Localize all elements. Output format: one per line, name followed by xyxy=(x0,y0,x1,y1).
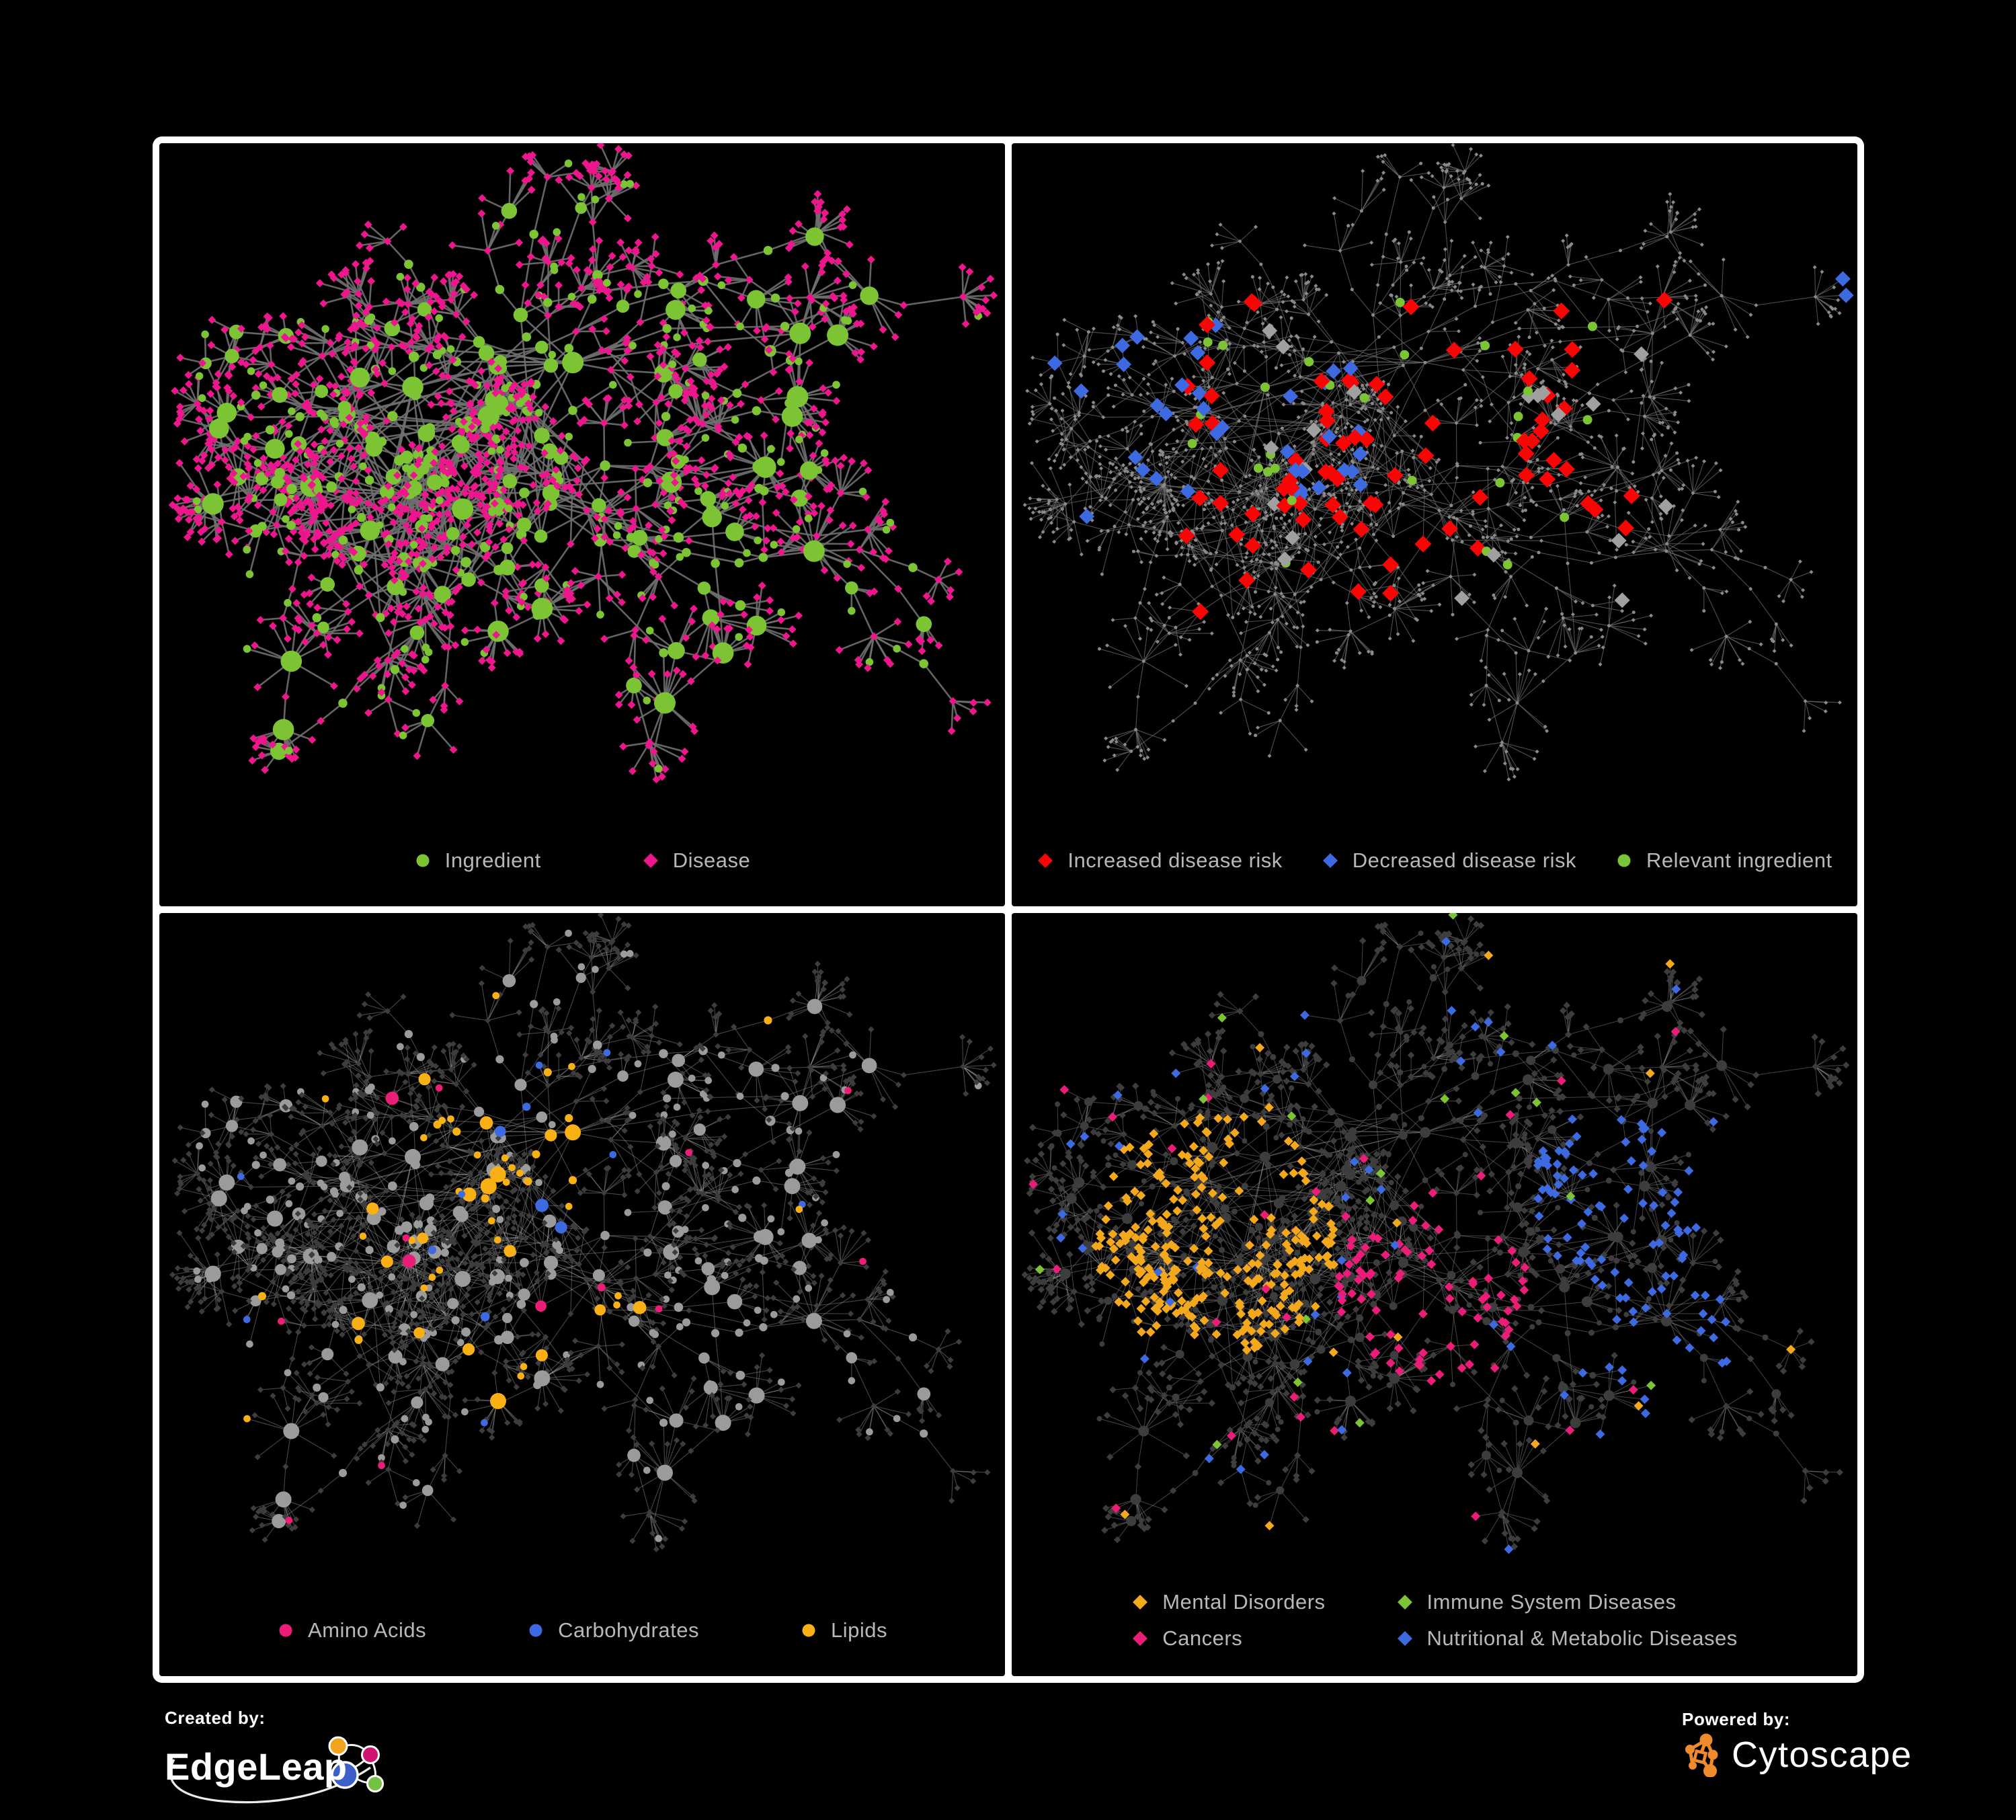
legend-item: Amino Acids xyxy=(277,1618,426,1643)
legend-circle-marker xyxy=(529,1624,542,1637)
powered-by-label: Powered by: xyxy=(1682,1709,1791,1729)
legend-item: Cancers xyxy=(1131,1626,1325,1651)
panel-nutrient-classes: Amino Acids Carbohydrates Lipids xyxy=(159,913,1005,1676)
legend-diamond-marker xyxy=(1322,853,1338,868)
created-by-block: Created by: EdgeLeap xyxy=(165,1708,407,1811)
legend-label: Lipids xyxy=(830,1618,887,1642)
legend-disease-classes: Mental Disorders Immune System Diseases Ca… xyxy=(1012,1590,1857,1651)
legend-label: Mental Disorders xyxy=(1162,1590,1326,1614)
legend-item: Carbohydrates xyxy=(527,1618,699,1643)
legend-item: Increased disease risk xyxy=(1037,848,1282,873)
cytoscape-icon xyxy=(1685,1733,1718,1777)
legend-label: Cancers xyxy=(1162,1626,1243,1650)
legend-label: Nutritional & Metabolic Diseases xyxy=(1426,1626,1738,1650)
panel-disease-risk: Increased disease risk Decreased disease … xyxy=(1012,143,1857,906)
legend-label: Immune System Diseases xyxy=(1426,1590,1677,1614)
legend-label: Increased disease risk xyxy=(1067,848,1283,872)
legend-label: Ingredient xyxy=(444,848,541,872)
legend-circle-marker xyxy=(1617,854,1631,867)
legend-ingredient-disease: Ingredient Disease xyxy=(159,848,1005,873)
legend-item: Nutritional & Metabolic Diseases xyxy=(1396,1626,1738,1651)
network-panels-grid: Ingredient Disease Increased disease risk… xyxy=(153,136,1864,1683)
legend-label: Amino Acids xyxy=(308,1618,427,1642)
legend-diamond-marker xyxy=(1133,1631,1148,1646)
legend-label: Decreased disease risk xyxy=(1352,848,1576,872)
legend-nutrient-classes: Amino Acids Carbohydrates Lipids xyxy=(159,1618,1005,1643)
legend-label: Carbohydrates xyxy=(558,1618,699,1642)
cytoscape-wordmark: Cytoscape xyxy=(1732,1735,1912,1775)
created-by-label: Created by: xyxy=(165,1708,266,1728)
legend-item: Decreased disease risk xyxy=(1322,848,1576,873)
legend-item: Immune System Diseases xyxy=(1396,1590,1738,1614)
legend-diamond-marker xyxy=(643,853,658,868)
legend-item: Ingredient xyxy=(414,848,541,873)
edgeleap-logo: EdgeLeap xyxy=(165,1730,407,1811)
legend-item: Lipids xyxy=(800,1618,887,1643)
panel-ingredient-disease: Ingredient Disease xyxy=(159,143,1005,906)
network-graph-ingredient-disease xyxy=(159,143,1005,906)
edgeleap-wordmark: EdgeLeap xyxy=(165,1745,348,1788)
legend-diamond-marker xyxy=(1397,1631,1412,1646)
edgeleap-swoosh xyxy=(169,1759,371,1804)
legend-label: Disease xyxy=(672,848,751,872)
legend-label: Relevant ingredient xyxy=(1646,848,1832,872)
legend-diamond-marker xyxy=(1397,1595,1412,1610)
legend-diamond-marker xyxy=(1133,1595,1148,1610)
legend-circle-marker xyxy=(279,1624,292,1637)
network-graph-disease-risk xyxy=(1012,143,1857,906)
legend-diamond-marker xyxy=(1038,853,1053,868)
legend-item: Relevant ingredient xyxy=(1615,848,1832,873)
legend-disease-risk: Increased disease risk Decreased disease … xyxy=(1012,848,1857,873)
legend-item: Mental Disorders xyxy=(1131,1590,1325,1614)
panel-disease-classes: Mental Disorders Immune System Diseases Ca… xyxy=(1012,913,1857,1676)
network-graph-disease-classes xyxy=(1012,913,1857,1676)
legend-item: Disease xyxy=(642,848,751,873)
powered-by-block: Powered by: Cytoscape xyxy=(1682,1709,1912,1777)
edgeleap-network-icon xyxy=(169,1736,384,1804)
network-graph-nutrient-classes xyxy=(159,913,1005,1676)
legend-circle-marker xyxy=(802,1624,815,1637)
legend-circle-marker xyxy=(416,854,430,867)
